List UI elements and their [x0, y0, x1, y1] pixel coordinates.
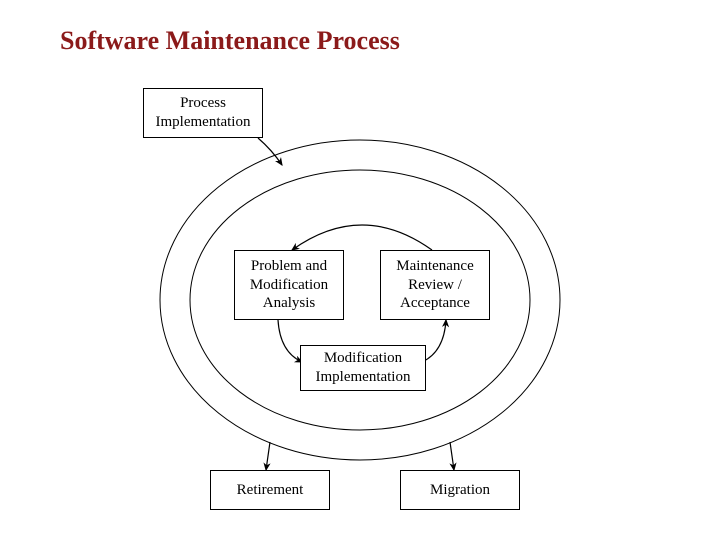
diagram-svg — [0, 0, 720, 540]
node-modification-implementation: ModificationImplementation — [300, 345, 426, 391]
node-migration: Migration — [400, 470, 520, 510]
node-maintenance-review-acceptance: MaintenanceReview /Acceptance — [380, 250, 490, 320]
node-process-implementation: ProcessImplementation — [143, 88, 263, 138]
node-retirement: Retirement — [210, 470, 330, 510]
cycle-ellipses — [160, 140, 560, 460]
page-title: Software Maintenance Process — [60, 26, 400, 56]
node-problem-modification-analysis: Problem andModificationAnalysis — [234, 250, 344, 320]
